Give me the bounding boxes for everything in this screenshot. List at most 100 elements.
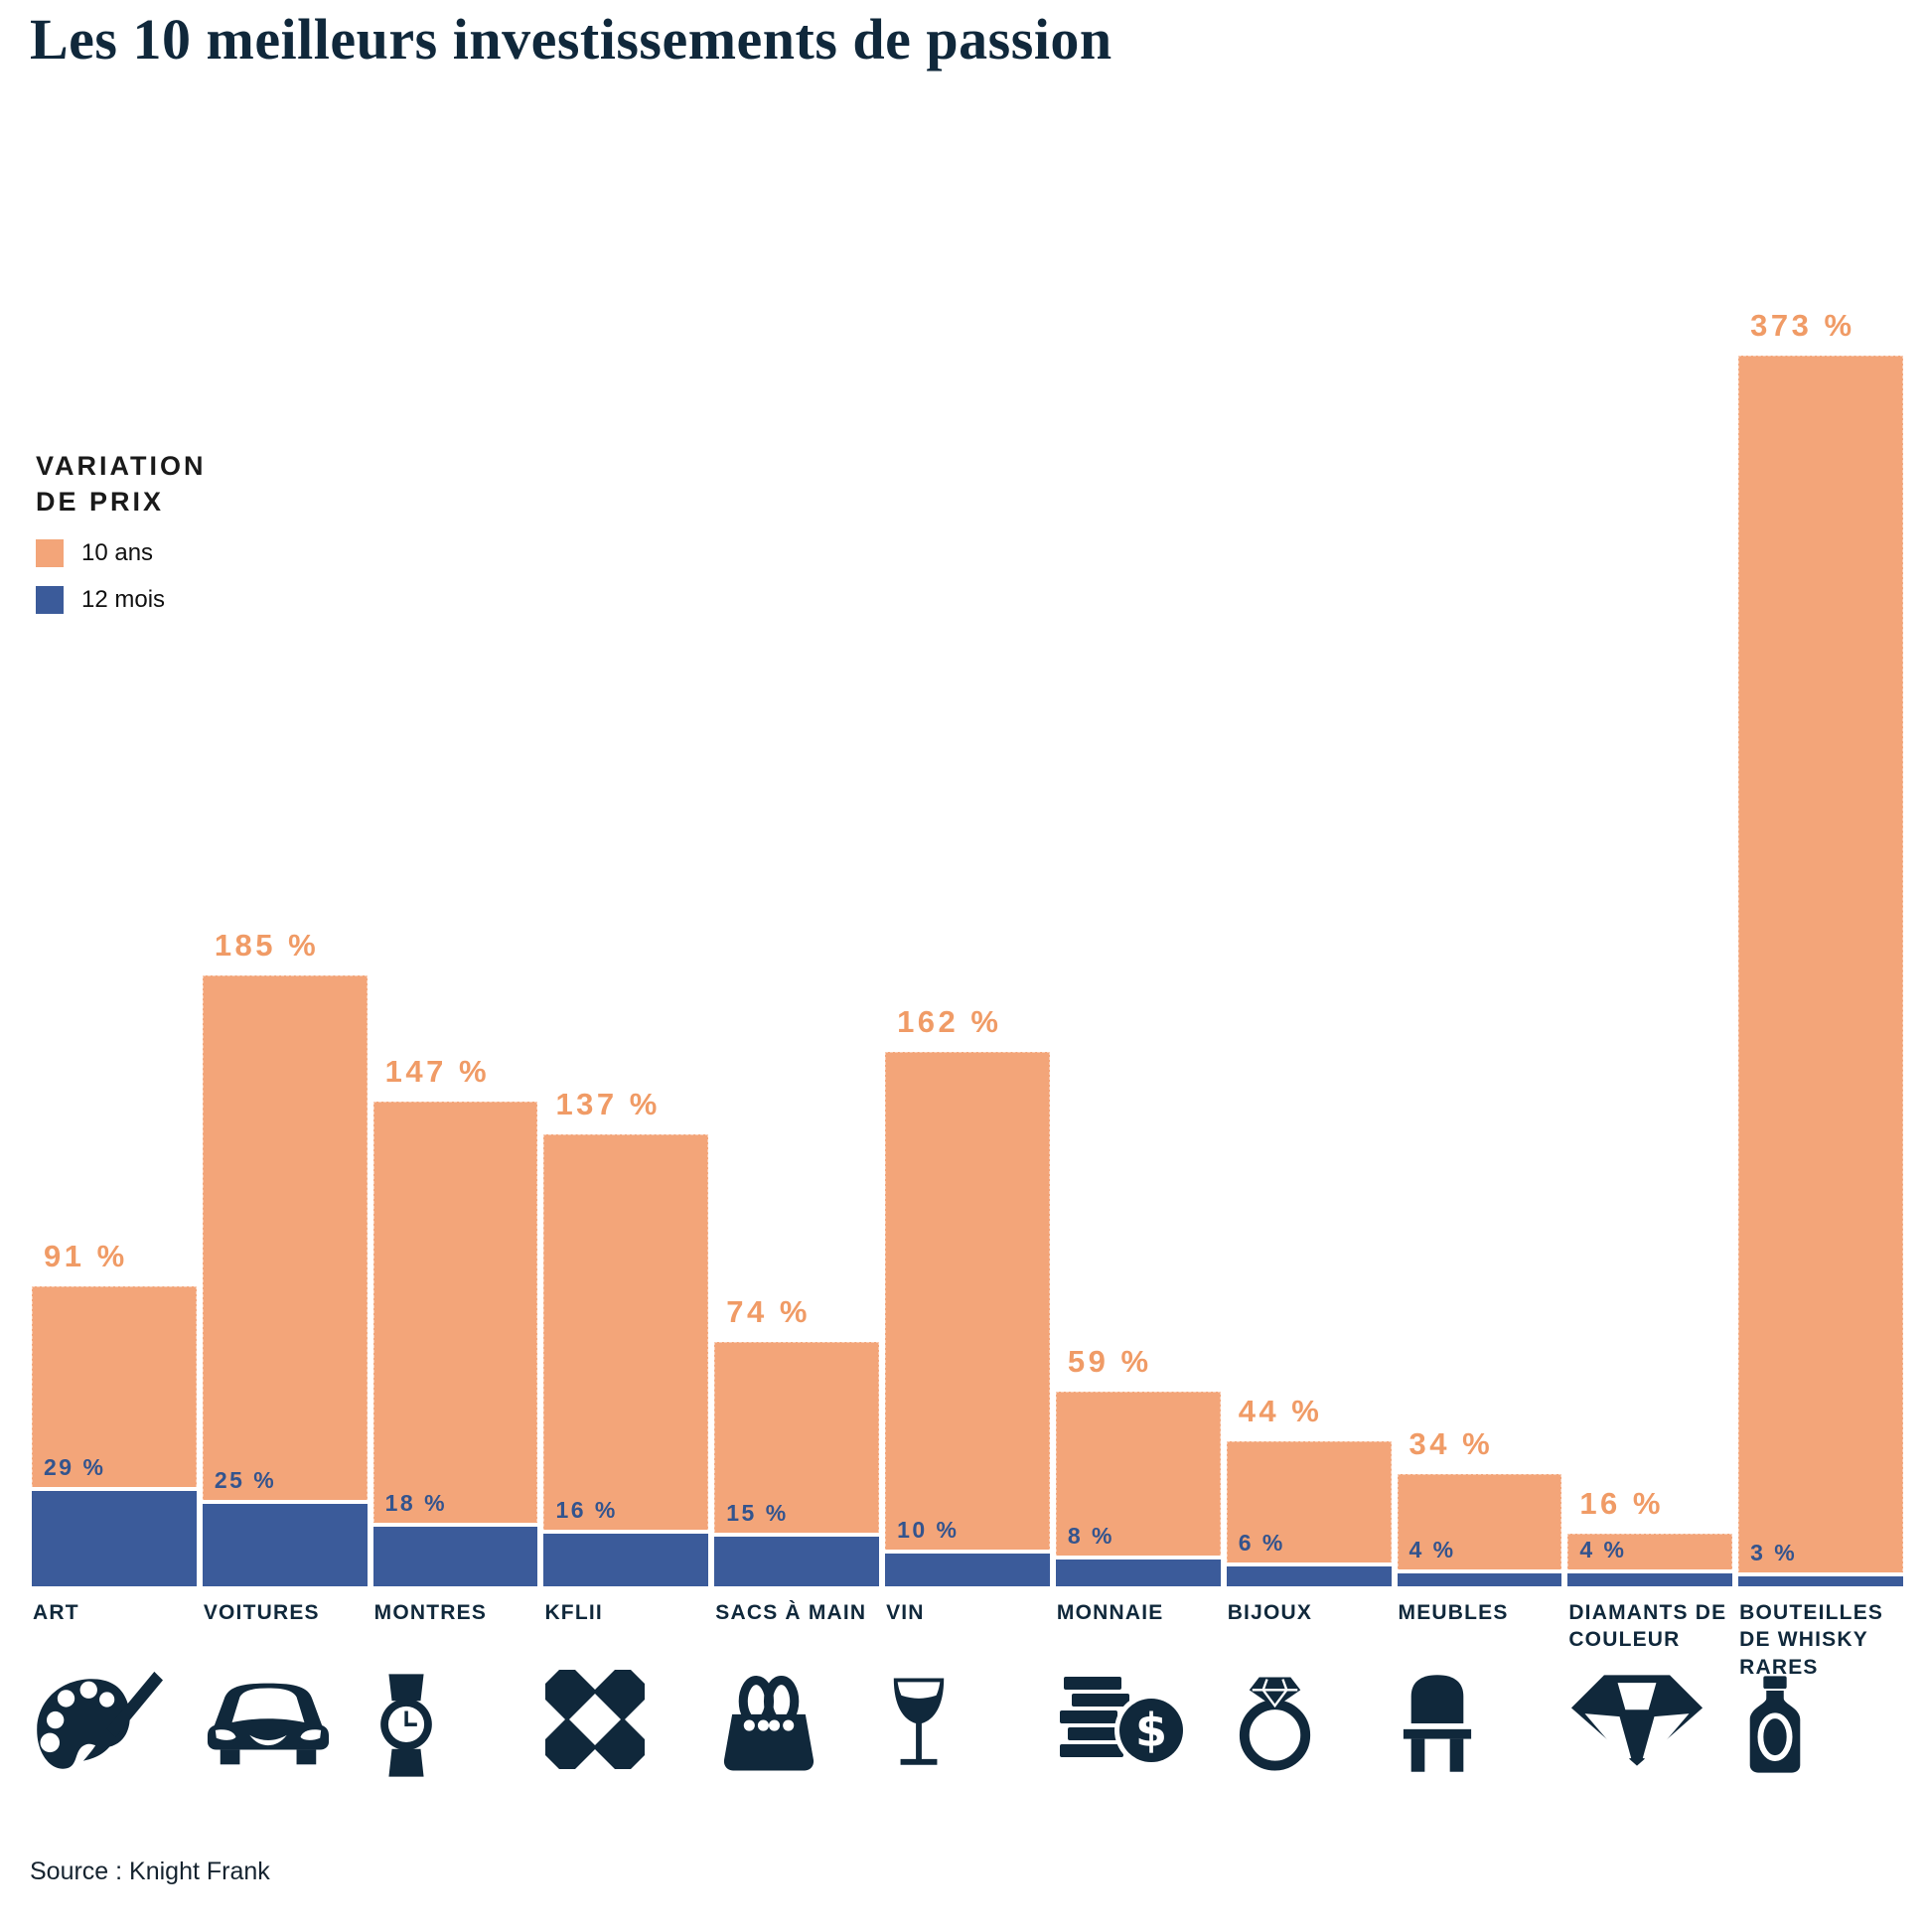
whisky-bottle-icon — [1749, 1676, 1801, 1773]
bar-12-months — [202, 1500, 368, 1586]
category-label: VOITURES — [203, 1601, 320, 1624]
bar-12-months — [1055, 1556, 1221, 1586]
category-icon-slot — [716, 1670, 821, 1783]
bar-12-months — [1738, 1572, 1903, 1586]
bar-10-years — [1055, 1392, 1221, 1586]
bar-group: 147 % 18 % MONTRES — [372, 0, 538, 1777]
value-label-12-months: 10 % — [897, 1517, 960, 1543]
value-label-12-months: 15 % — [726, 1500, 789, 1526]
category-label: KFLII — [544, 1601, 603, 1624]
legend-swatch-10-years — [36, 538, 64, 567]
bar-10-years — [885, 1052, 1050, 1586]
category-icon-slot — [375, 1670, 437, 1783]
category-label: ART — [33, 1601, 79, 1624]
category-icon-slot — [887, 1670, 951, 1783]
value-label-10-years: 137 % — [555, 1087, 661, 1121]
bar-12-months — [714, 1533, 880, 1586]
svg-text:$: $ — [1135, 1704, 1167, 1757]
diamond-icon — [1571, 1675, 1704, 1766]
value-label-12-months: 29 % — [44, 1454, 106, 1480]
category-icon-slot — [1229, 1670, 1322, 1783]
bar-10-years — [372, 1102, 538, 1586]
legend-label-12-months: 12 mois — [81, 585, 166, 613]
bar-group: 137 % 16 % KFLII — [543, 0, 709, 1769]
wine-glass-icon — [893, 1678, 945, 1765]
legend-title-line2: DE PRIX — [36, 486, 165, 517]
value-label-12-months: 16 % — [555, 1497, 618, 1523]
category-label: VIN — [886, 1601, 925, 1624]
kflii-logo-icon — [545, 1670, 646, 1769]
bar-chart: 91 % 29 % ART 185 % 25 % VOITURES 147 % … — [32, 0, 1903, 1777]
bar-group: 373 % 3 % BOUTEILLES DE WHISKY RARES — [1738, 0, 1903, 1773]
category-icon-slot — [205, 1670, 332, 1783]
value-label-10-years: 59 % — [1067, 1344, 1152, 1379]
category-icon-slot: $ — [1058, 1670, 1187, 1783]
legend: VARIATION DE PRIX 10 ans 12 mois — [36, 449, 207, 614]
bar-12-months — [543, 1530, 709, 1586]
bar-10-years — [543, 1134, 709, 1586]
bar-group: 162 % 10 % VIN — [885, 0, 1050, 1765]
value-label-12-months: 3 % — [1750, 1540, 1798, 1565]
value-label-10-years: 373 % — [1750, 308, 1855, 343]
car-icon — [207, 1683, 329, 1765]
category-label: BIJOUX — [1227, 1601, 1313, 1624]
value-label-10-years: 44 % — [1238, 1394, 1323, 1428]
legend-title: VARIATION DE PRIX — [36, 449, 207, 520]
value-label-12-months: 6 % — [1238, 1530, 1285, 1556]
bar-12-months — [1567, 1569, 1733, 1586]
category-icon-slot — [545, 1670, 646, 1783]
value-label-10-years: 74 % — [726, 1294, 811, 1329]
legend-swatch-12-months — [36, 585, 64, 614]
category-icon-slot — [1740, 1670, 1810, 1783]
bar-12-months — [32, 1487, 197, 1586]
value-label-12-months: 18 % — [384, 1490, 448, 1516]
category-label: MEUBLES — [1398, 1601, 1509, 1624]
legend-label-10-years: 10 ans — [81, 538, 154, 566]
value-label-10-years: 34 % — [1408, 1426, 1494, 1461]
value-label-12-months: 8 % — [1067, 1523, 1115, 1549]
value-label-12-months: 25 % — [214, 1467, 277, 1493]
category-label: DIAMANTS DE COULEUR — [1568, 1601, 1727, 1652]
palette-icon — [37, 1671, 163, 1769]
value-label-10-years: 162 % — [897, 1004, 1002, 1039]
bar-10-years — [1226, 1441, 1392, 1586]
bar-group: 91 % 29 % ART — [32, 0, 197, 1769]
legend-item-12-months: 12 mois — [36, 585, 207, 614]
bar-12-months — [1397, 1569, 1562, 1586]
bar-10-years — [1738, 356, 1903, 1586]
handbag-icon — [724, 1676, 815, 1771]
bar-group: 16 % 4 % DIAMANTS DE COULEUR — [1567, 0, 1733, 1766]
value-label-10-years: 91 % — [44, 1239, 128, 1273]
bar-group: 34 % 4 % MEUBLES — [1397, 0, 1562, 1772]
value-label-10-years: 185 % — [214, 928, 320, 963]
bar-group: 185 % 25 % VOITURES — [202, 0, 368, 1765]
value-label-10-years: 16 % — [1579, 1486, 1664, 1521]
value-label-12-months: 4 % — [1408, 1537, 1456, 1562]
bar-group: 59 % 8 % MONNAIE $ — [1055, 0, 1221, 1767]
category-label: SACS À MAIN — [715, 1601, 867, 1624]
bar-12-months — [1226, 1562, 1392, 1586]
category-label: MONTRES — [373, 1601, 488, 1624]
ring-icon — [1239, 1677, 1310, 1771]
legend-title-line1: VARIATION — [36, 451, 207, 481]
category-label: BOUTEILLES DE WHISKY RARES — [1739, 1601, 1884, 1679]
page-title: Les 10 meilleurs investissements de pass… — [30, 7, 1112, 72]
bar-group: 74 % 15 % SACS À MAIN — [714, 0, 880, 1771]
bar-10-years — [1397, 1474, 1562, 1586]
legend-item-10-years: 10 ans — [36, 538, 207, 567]
source-credit: Source : Knight Frank — [30, 1858, 270, 1885]
bar-12-months — [372, 1523, 538, 1586]
category-icon-slot — [34, 1670, 163, 1783]
category-icon-slot — [1569, 1670, 1705, 1783]
watch-icon — [379, 1674, 432, 1777]
bar-12-months — [885, 1550, 1050, 1586]
coins-icon: $ — [1059, 1677, 1187, 1767]
chair-icon — [1403, 1675, 1471, 1772]
value-label-12-months: 4 % — [1579, 1537, 1627, 1562]
value-label-10-years: 147 % — [384, 1054, 491, 1089]
category-label: MONNAIE — [1056, 1601, 1164, 1624]
bar-group: 44 % 6 % BIJOUX — [1226, 0, 1392, 1771]
bar-10-years — [202, 975, 368, 1586]
category-icon-slot — [1400, 1670, 1475, 1783]
